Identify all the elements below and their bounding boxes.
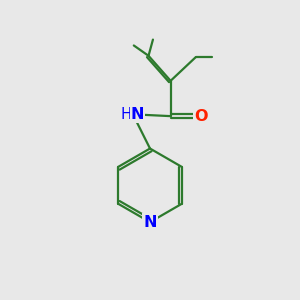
Text: N: N (130, 107, 144, 122)
Text: H: H (121, 107, 132, 122)
Text: N: N (143, 214, 157, 230)
Text: O: O (194, 109, 208, 124)
